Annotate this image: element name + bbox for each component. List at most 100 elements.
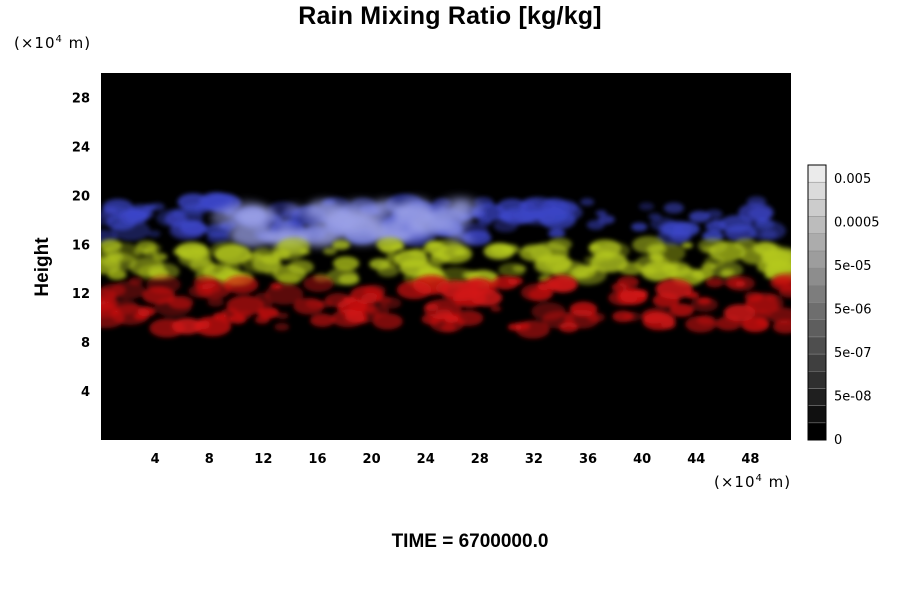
precip-cell [441,280,480,302]
precip-cell [424,303,439,311]
colorbar-label: 0.005 [834,172,871,187]
x-tick-label: 36 [579,452,597,467]
colorbar-label: 5e-06 [834,303,872,318]
precip-cell [490,305,502,312]
precip-cell [399,197,432,215]
x-tick-label: 16 [308,452,326,467]
colorbar-step [807,250,827,269]
precip-cell [229,222,275,248]
precip-cell [688,210,711,223]
precip-cell [644,268,656,275]
colorbar-step [807,422,827,441]
colorbar-label: 5e-08 [834,390,872,405]
precip-cell [723,304,756,322]
precip-cell [450,206,471,217]
colorbar-step [807,336,827,355]
precip-cell [394,249,429,268]
precip-cell [207,297,225,307]
precip-cell [705,220,726,232]
precip-cell [548,228,566,238]
x-tick-label: 8 [205,452,214,467]
precip-cell [309,313,335,327]
precip-cell [194,202,213,213]
precip-cell [376,295,392,304]
precip-cell [356,317,369,324]
precip-cell [332,256,360,271]
precip-cell [705,277,724,288]
precip-cell [773,276,791,287]
precip-cell [276,312,289,320]
precip-cell [204,223,232,238]
x-tick-label: 40 [633,452,651,467]
y-tick-label: 16 [72,238,90,253]
precip-cell [343,296,356,303]
precip-cell [544,255,573,271]
colorbar-step [807,285,827,303]
precip-cell [226,295,264,316]
x-tick-label: 12 [254,452,272,467]
colorbar-label: 5e-05 [834,259,872,274]
precip-cell [444,226,464,238]
precip-cell [669,230,692,243]
colorbar-step [807,302,827,320]
precip-cell [768,307,791,324]
precip-cell [685,291,700,299]
precip-cell [323,247,337,255]
x-tick-label: 48 [741,452,759,467]
precip-cell [197,322,210,330]
precip-cell [595,210,607,217]
precip-cell [274,217,293,228]
precip-cell [681,242,693,249]
colorbar-step [807,353,827,372]
precip-cell [641,310,666,324]
precip-cell [107,269,127,280]
precip-cell [611,282,629,292]
precip-cell [754,310,771,320]
precip-cell [493,219,518,233]
precip-cell [156,209,189,227]
colorbar-label: 0.0005 [834,216,880,231]
precip-cell [222,263,241,273]
precip-cell [272,264,307,283]
y-tick-label: 4 [81,385,90,400]
precip-cell [580,198,595,206]
precip-cell [746,196,767,207]
precip-cell [744,291,763,302]
precip-cell [149,318,185,338]
colorbar-label: 0 [834,433,842,448]
y-tick-label: 24 [72,140,90,155]
y-tick-label: 28 [72,91,90,106]
chart-title: Rain Mixing Ratio [kg/kg] [298,2,602,30]
x-tick-label: 20 [363,452,381,467]
precip-cell [638,202,655,211]
precip-cell [152,252,168,261]
precip-cell [272,249,291,260]
precip-cell [325,210,359,229]
precip-cell [764,272,776,279]
x-axis-unit: (×104 m) [714,473,792,491]
precip-cell [512,264,527,273]
precip-cell [173,248,188,257]
precip-cell [710,261,744,279]
precip-cell [702,245,716,253]
y-tick-label: 12 [72,287,90,302]
colorbar-step [807,181,827,200]
precip-cell [762,246,791,267]
colorbar-step [807,199,827,217]
precip-cell [190,246,205,254]
precip-cell [128,277,143,285]
precip-cell [778,285,791,298]
precip-cell [663,202,684,214]
precip-layer [101,273,791,339]
precip-cell [441,323,457,332]
y-tick-label: 20 [72,189,90,204]
precip-cell [490,243,512,255]
precip-cell [588,244,601,251]
precip-cell [531,302,566,321]
precip-cell [316,231,339,244]
precip-cell [103,206,118,215]
precip-cell [141,286,176,305]
precip-cell [376,264,400,277]
precip-cell [293,297,325,315]
precip-cell [237,205,277,227]
